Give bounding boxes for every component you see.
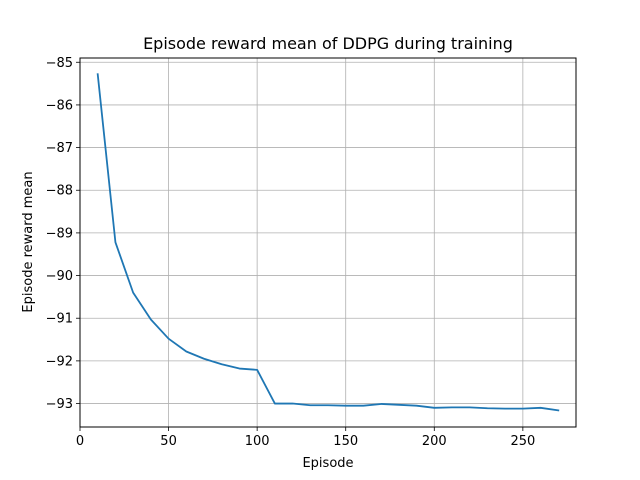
x-axis-title: Episode [302,456,353,471]
x-axis-ticks: 0 50 100 150 200 250 [76,427,535,449]
series-line [96,73,560,412]
y-axis-ticks: −93 −92 −91 −90 −89 −88 −87 −86 −85 [46,56,80,412]
y-tick-label: −88 [46,184,73,199]
x-tick-label: 50 [160,434,177,449]
x-tick-label: 150 [333,434,358,449]
x-tick-label: 200 [422,434,447,449]
x-tick-label: 100 [245,434,270,449]
y-tick-label: −93 [46,397,73,412]
series-lines [96,73,560,412]
x-tick-label: 250 [510,434,535,449]
grid-lines [79,58,576,427]
x-tick-label: 0 [76,434,84,449]
chart-title: Episode reward mean of DDPG during train… [143,34,513,53]
y-tick-label: −91 [46,312,73,327]
y-tick-label: −92 [46,354,73,369]
plot-frame [79,57,577,428]
y-axis-title: Episode reward mean [21,171,36,312]
y-tick-label: −87 [46,141,73,156]
y-tick-label: −85 [46,56,73,71]
y-tick-label: −90 [46,269,73,284]
y-tick-label: −89 [46,226,73,241]
y-tick-label: −86 [46,98,73,113]
